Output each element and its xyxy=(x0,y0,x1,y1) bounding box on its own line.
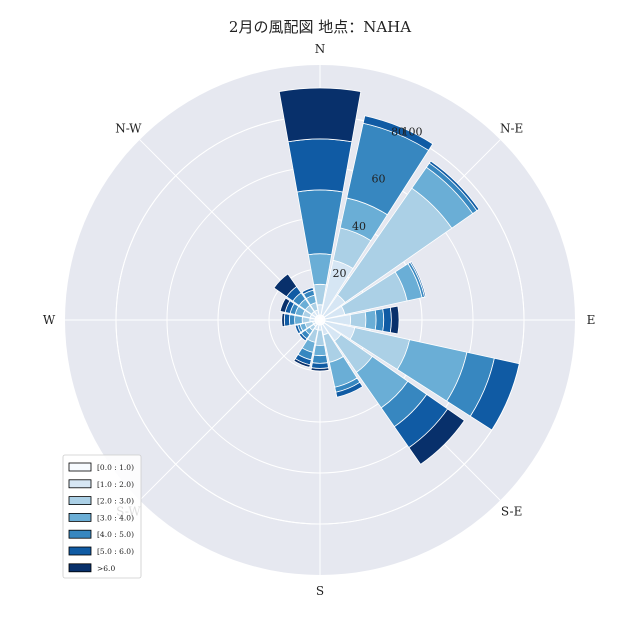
bar-SSE-bin-5 xyxy=(335,381,364,398)
direction-label-e: E xyxy=(587,313,596,327)
bar-E-bin-5 xyxy=(382,306,392,334)
legend-label: [4.0 : 5.0) xyxy=(97,530,134,539)
chart-title: 2月の風配図 地点：NAHA xyxy=(229,18,411,36)
grid-spoke xyxy=(139,319,321,501)
bar-SSW-bin-6 xyxy=(293,358,311,368)
legend-label: [0.0 : 1.0) xyxy=(97,463,134,472)
bar-SW-bin-5 xyxy=(298,332,308,342)
legend-swatch xyxy=(68,479,92,489)
bar-W-bin-3 xyxy=(294,315,303,325)
bar-W-bin-6 xyxy=(281,312,286,328)
bar-ESE-bin-5 xyxy=(469,357,520,431)
bar-N-bin-5 xyxy=(287,138,353,193)
bar-ENE-bin-5 xyxy=(409,261,427,298)
direction-label-s: S xyxy=(316,584,324,598)
bar-E-bin-2 xyxy=(349,311,367,329)
bar-E-bin-3 xyxy=(364,309,377,331)
legend-swatch xyxy=(68,513,92,522)
legend-label: >6.0 xyxy=(97,564,115,573)
radial-tick-label: 40 xyxy=(352,220,366,233)
legend-label: [5.0 : 6.0) xyxy=(97,547,134,556)
radial-tick-label: 20 xyxy=(333,267,347,280)
legend-label: [2.0 : 3.0) xyxy=(97,497,134,506)
direction-label-w: W xyxy=(43,313,56,327)
radial-tick-label: 100 xyxy=(402,126,423,139)
bar-S-bin-4 xyxy=(311,354,329,364)
bar-E-bin-4 xyxy=(374,308,385,332)
legend-swatch xyxy=(68,563,92,573)
legend-swatch xyxy=(68,546,92,556)
legend-swatch xyxy=(68,462,92,472)
legend-label: [1.0 : 2.0) xyxy=(97,480,134,489)
bar-WSW-bin-5 xyxy=(294,324,302,335)
bar-NNE-bin-5 xyxy=(362,115,434,151)
bar-E-bin-6 xyxy=(389,305,400,335)
direction-label-n-w: N-W xyxy=(115,121,142,135)
bar-S-bin-5 xyxy=(311,362,329,369)
legend: [0.0 : 1.0) [1.0 : 2.0) [2.0 : 3.0) [3.0 : … xyxy=(62,454,142,579)
bar-W-bin-4 xyxy=(289,314,296,326)
wind-bars xyxy=(273,87,520,465)
bar-S-bin-6 xyxy=(310,367,330,372)
bar-W-bin-5 xyxy=(283,313,291,327)
bar-N-bin-6 xyxy=(278,87,362,143)
bar-S-bin-3 xyxy=(313,344,327,357)
bar-NE-bin-5 xyxy=(428,160,480,212)
radial-tick-label: 60 xyxy=(372,173,386,186)
legend-swatch xyxy=(68,496,92,506)
direction-label-n: N xyxy=(315,42,326,56)
radial-tick-label: 80 xyxy=(391,126,405,139)
bar-SE-bin-6 xyxy=(408,408,465,465)
direction-label-n-e: N-E xyxy=(500,121,523,135)
bar-NW-bin-6 xyxy=(273,273,298,298)
legend-swatch xyxy=(68,529,92,539)
bar-NNW-bin-5 xyxy=(301,287,314,295)
bar-WNW-bin-6 xyxy=(279,297,291,313)
legend-label: [3.0 : 4.0) xyxy=(97,513,134,522)
direction-label-s-e: S-E xyxy=(501,505,522,519)
